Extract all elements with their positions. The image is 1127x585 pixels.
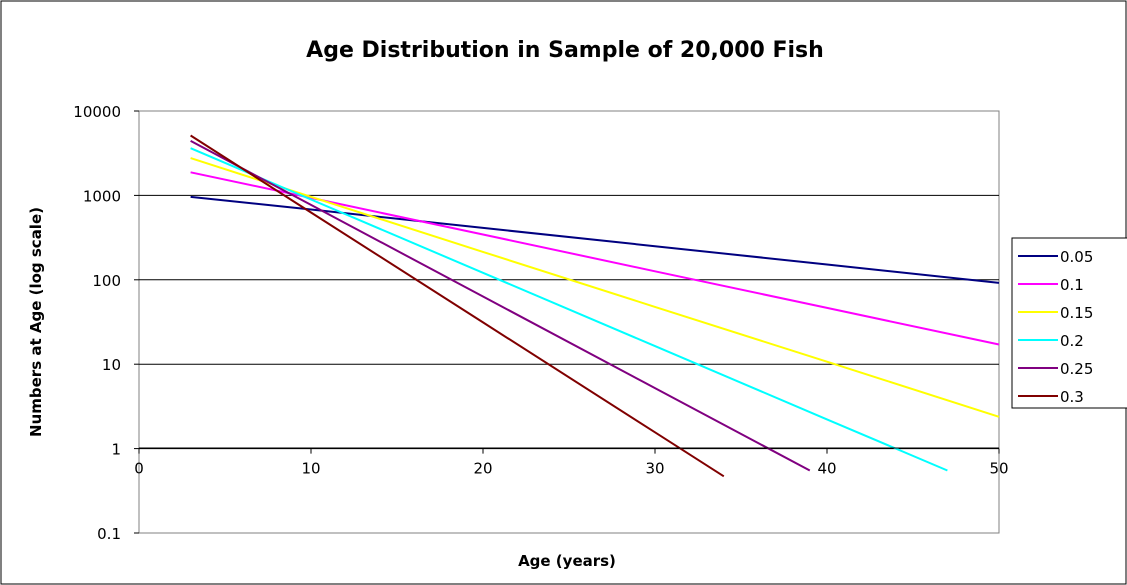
legend-label-0.15: 0.15 — [1060, 304, 1093, 322]
series-line-0.05 — [190, 195, 1000, 284]
x-tick-label-0: 0 — [134, 460, 144, 478]
x-axis-title: Age (years) — [518, 552, 616, 570]
x-tick-label-4: 40 — [817, 460, 836, 478]
x-tick-label-3: 30 — [645, 460, 664, 478]
legend-box — [1011, 237, 1127, 409]
y-tick-label-5: 10000 — [73, 103, 121, 121]
x-tick-labels: 0 10 20 30 40 50 — [134, 448, 1009, 478]
y-axis-title: Numbers at Age (log scale) — [27, 207, 45, 437]
series-lines — [190, 134, 1000, 478]
legend: 0.05 0.1 0.15 0.2 0.25 0.3 — [1011, 237, 1127, 409]
y-tick-labels: 0.1 1 10 100 1000 10000 — [73, 103, 139, 543]
x-tick-label-2: 20 — [473, 460, 492, 478]
y-tick-label-0: 0.1 — [97, 525, 121, 543]
plot-area — [138, 110, 1000, 534]
legend-label-0.25: 0.25 — [1060, 360, 1093, 378]
series-line-0.2 — [190, 147, 948, 472]
legend-label-0.1: 0.1 — [1060, 276, 1084, 294]
legend-label-0.3: 0.3 — [1060, 388, 1084, 406]
chart-title: Age Distribution in Sample of 20,000 Fis… — [306, 38, 824, 63]
series-line-0.25 — [190, 140, 811, 472]
legend-label-0.05: 0.05 — [1060, 248, 1093, 266]
legend-label-0.2: 0.2 — [1060, 332, 1084, 350]
y-tick-label-4: 1000 — [83, 187, 121, 205]
y-tick-label-3: 100 — [92, 272, 121, 290]
x-tick-label-5: 50 — [989, 460, 1008, 478]
series-line-0.3 — [190, 134, 725, 478]
y-tick-label-1: 1 — [111, 441, 121, 459]
y-tick-label-2: 10 — [102, 356, 121, 374]
x-tick-label-1: 10 — [301, 460, 320, 478]
